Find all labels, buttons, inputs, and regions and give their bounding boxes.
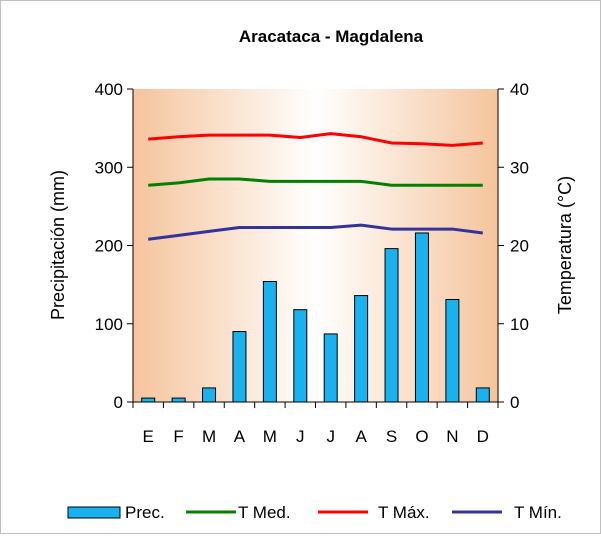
y-tick-label-1: 0 <box>114 393 123 412</box>
bar-3 <box>202 387 217 403</box>
bar-6 <box>293 309 308 403</box>
line-series-2 <box>148 132 483 147</box>
x-tick-label-7: J <box>326 427 335 446</box>
legend-label-1: Prec. <box>125 503 165 522</box>
x-tick-label-10: O <box>415 427 428 446</box>
y2-axis-title: Temperatura (°C) <box>555 176 575 314</box>
bar-10 <box>414 232 429 403</box>
legend-label-2: T Med. <box>238 503 291 522</box>
line-series-3 <box>148 223 483 241</box>
y2-tick-label-4: 30 <box>510 158 529 177</box>
x-tick-label-6: J <box>296 427 305 446</box>
bar-9 <box>384 248 399 403</box>
bar-11 <box>445 298 460 403</box>
legend-swatch-1 <box>67 506 121 519</box>
x-tick-label-4: A <box>234 427 246 446</box>
x-tick-label-3: M <box>202 427 216 446</box>
legend-label-4: T Mín. <box>514 503 562 522</box>
x-tick-label-8: A <box>355 427 367 446</box>
x-tick-label-9: S <box>386 427 397 446</box>
bar-2 <box>171 397 186 403</box>
y2-tick-label-3: 20 <box>510 237 529 256</box>
y2-tick-label-2: 10 <box>510 315 529 334</box>
x-tick-label-2: F <box>173 427 183 446</box>
x-tick-label-12: D <box>477 427 489 446</box>
y-tick-label-2: 100 <box>95 315 123 334</box>
chart-title: Aracataca - Magdalena <box>239 27 424 46</box>
bar-12 <box>475 387 490 403</box>
bar-7 <box>323 333 338 403</box>
y-tick-label-5: 400 <box>95 80 123 99</box>
bar-5 <box>262 280 277 403</box>
y2-tick-label-1: 0 <box>510 393 519 412</box>
y-axis-title: Precipitación (mm) <box>48 170 68 320</box>
bar-4 <box>232 331 247 403</box>
line-series-1 <box>148 177 483 187</box>
bar-8 <box>354 295 369 403</box>
legend-label-3: T Máx. <box>378 503 430 522</box>
lines-layer <box>148 132 483 241</box>
bars-layer <box>141 232 490 403</box>
y-tick-label-3: 200 <box>95 237 123 256</box>
bar-1 <box>141 397 156 403</box>
x-tick-label-1: E <box>143 427 154 446</box>
x-tick-label-5: M <box>263 427 277 446</box>
x-tick-label-11: N <box>446 427 458 446</box>
plot-area <box>133 89 498 402</box>
legend: Prec. T Med. T Máx. T Mín. <box>67 503 562 522</box>
y2-tick-label-5: 40 <box>510 80 529 99</box>
y-tick-label-4: 300 <box>95 158 123 177</box>
